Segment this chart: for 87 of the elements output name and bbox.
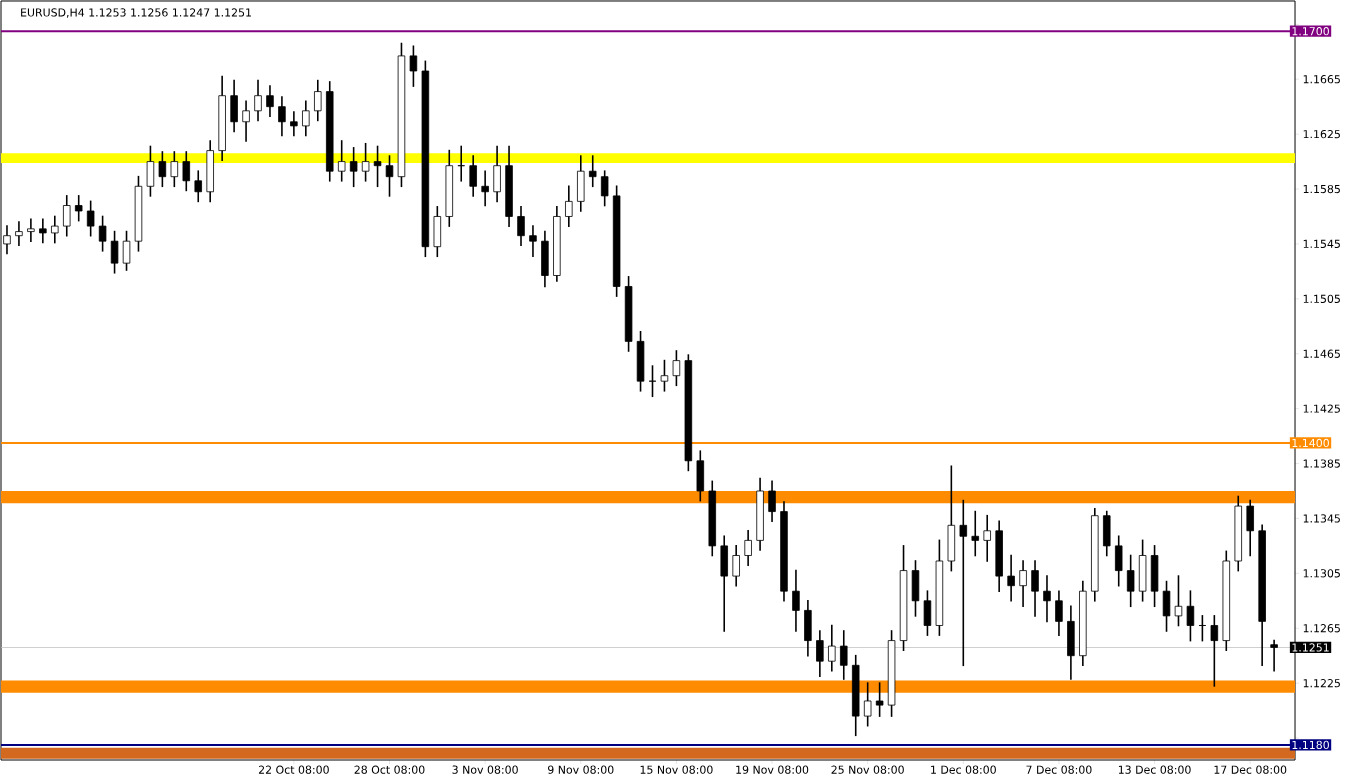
candlestick: [242, 100, 250, 142]
candlestick: [481, 170, 489, 207]
candlestick: [15, 221, 23, 247]
candlestick: [828, 624, 836, 672]
candlestick: [51, 215, 59, 244]
candlestick: [1019, 560, 1027, 608]
candlestick: [158, 151, 167, 188]
candlestick: [266, 85, 274, 118]
candlestick: [1031, 560, 1039, 617]
candlestick: [971, 510, 980, 557]
candlestick: [529, 225, 537, 258]
candlestick: [732, 545, 740, 587]
candlestick: [290, 111, 298, 137]
candlestick: [863, 682, 872, 727]
candlestick: [302, 100, 310, 137]
x-tick-label: 13 Dec 08:00: [1118, 765, 1191, 774]
x-tick-label: 7 Dec 08:00: [1026, 765, 1092, 774]
y-tick-label: 1.1665: [1303, 75, 1340, 84]
candlestick: [74, 195, 83, 222]
candlestick: [744, 529, 752, 566]
x-tick-label: 28 Oct 08:00: [354, 765, 425, 774]
candlestick: [314, 79, 322, 122]
x-tick-label: 1 Dec 08:00: [931, 765, 996, 774]
y-tick-label: 1.1265: [1303, 624, 1340, 633]
candlestick: [1270, 639, 1278, 672]
candlestick: [170, 151, 179, 188]
candlestick: [122, 230, 131, 271]
ref-line-label: 1.1400: [1292, 438, 1329, 448]
ref-line-label: 1.1180: [1292, 740, 1329, 750]
candlestick: [792, 569, 800, 632]
x-tick-label: 15 Nov 08:00: [640, 765, 713, 774]
candlestick: [1174, 575, 1183, 627]
candlestick: [875, 682, 884, 717]
candlestick: [1210, 615, 1219, 687]
candlestick: [98, 215, 107, 252]
y-tick-label: 1.1505: [1303, 294, 1340, 303]
candlestick: [86, 200, 95, 237]
candlestick: [1126, 554, 1135, 608]
x-tick-label: 19 Nov 08:00: [736, 765, 809, 774]
x-tick-label: 17 Dec 08:00: [1214, 765, 1287, 774]
candlestick: [1055, 590, 1063, 636]
candlestick: [816, 630, 824, 678]
candlestick: [768, 480, 776, 522]
candlestick: [409, 45, 418, 87]
candlestick: [660, 359, 669, 392]
candlestick: [565, 185, 573, 227]
candlestick: [600, 170, 609, 207]
x-tick-label: 22 Oct 08:00: [258, 765, 329, 774]
ref-line-label: 1.1251: [1292, 643, 1329, 652]
candlestick: [349, 147, 358, 188]
candlestick: [1007, 554, 1015, 602]
candlestick: [337, 140, 346, 182]
candlestick: [27, 218, 35, 242]
ref-line-label: 1.1700: [1292, 27, 1329, 36]
y-tick-label: 1.1625: [1303, 129, 1340, 139]
candlestick: [469, 155, 477, 197]
y-tick-label: 1.1305: [1303, 569, 1340, 578]
candlestick: [385, 155, 394, 197]
candlestick: [672, 350, 681, 387]
candlestick: [959, 499, 968, 667]
candlestick: [278, 96, 286, 137]
candlestick: [1186, 590, 1195, 642]
candlestick: [3, 225, 11, 255]
candlestick: [983, 514, 991, 562]
candlestick: [194, 170, 202, 203]
candlestick: [517, 206, 525, 247]
y-tick-label: 1.1545: [1303, 239, 1340, 248]
candlestick: [588, 155, 597, 188]
candlestick: [1043, 575, 1051, 623]
y-tick-label: 1.1585: [1303, 184, 1340, 194]
y-tick-label: 1.1225: [1303, 679, 1340, 688]
candlestick: [182, 151, 191, 192]
y-tick-label: 1.1425: [1303, 404, 1340, 413]
candlestick: [63, 195, 71, 237]
candlestick: [39, 218, 47, 244]
candlestick: [361, 142, 370, 182]
x-tick-label: 25 Nov 08:00: [831, 765, 904, 774]
x-tick-label: 3 Nov 08:00: [452, 765, 518, 774]
y-tick-label: 1.1385: [1303, 459, 1340, 468]
candlestick: [373, 145, 382, 188]
text: EURUSD,H4 1.1253 1.1256 1.1247 1.1251: [21, 8, 251, 18]
x-tick-label: 9 Nov 08:00: [548, 765, 614, 774]
candlestick: [840, 630, 848, 680]
candlestick: [254, 79, 262, 122]
y-tick-label: 1.1465: [1303, 349, 1340, 358]
y-tick-label: 1.1345: [1303, 514, 1340, 523]
candlestick: [110, 230, 119, 274]
